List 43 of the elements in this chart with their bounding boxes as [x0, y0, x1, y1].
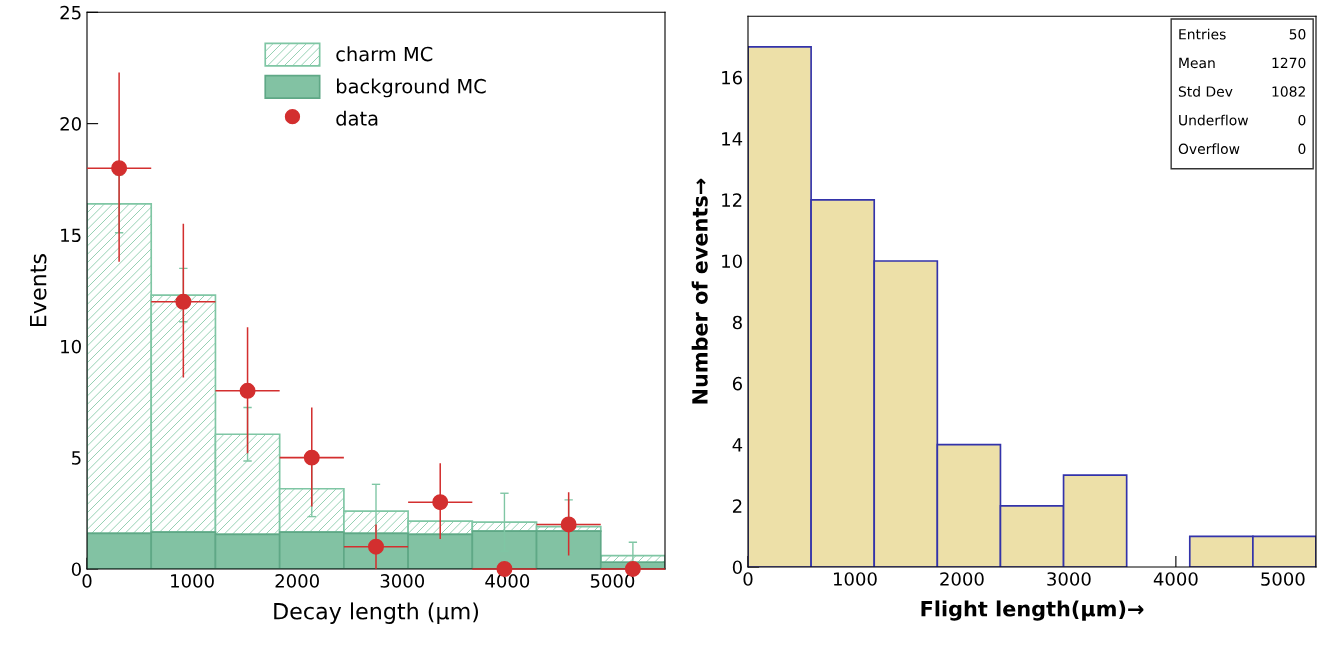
y-tick-label: 10	[722, 254, 742, 269]
x-tick-label: 3000	[380, 574, 425, 588]
x-tick-label: 0	[82, 574, 92, 588]
annotation: 0	[1298, 114, 1306, 126]
x-axis-title: Flight length(μm)→	[921, 600, 1144, 621]
y-tick-label: 20	[60, 117, 81, 131]
legend-label: charm MC	[336, 46, 433, 62]
y-tick-label: 5	[72, 451, 81, 465]
x-tick-label: 5000	[1261, 572, 1305, 586]
y-tick-label: 0	[732, 560, 742, 575]
y-tick-label: 15	[61, 228, 81, 243]
annotation: 1082	[1272, 86, 1305, 97]
x-tick-label: 5000	[590, 574, 635, 588]
y-tick-label: 8	[732, 315, 742, 330]
x-tick-label: 4000	[1153, 572, 1198, 586]
annotation: 1270	[1272, 57, 1306, 69]
legend-label: background MC	[337, 78, 486, 98]
x-tick-label: 1000	[171, 574, 214, 588]
y-tick-label: 10	[61, 339, 81, 354]
annotation: Mean	[1179, 57, 1215, 69]
annotation: 0	[1298, 143, 1306, 155]
y-axis-title: Events	[30, 254, 47, 327]
annotation: 50	[1289, 29, 1306, 40]
x-tick-label: 0	[743, 572, 753, 586]
x-tick-label: 2000	[940, 572, 984, 586]
x-tick-label: 4000	[485, 574, 530, 588]
y-axis-title: Number of events→	[691, 178, 708, 404]
annotation: Std Dev	[1178, 86, 1233, 97]
y-tick-label: 4	[732, 438, 743, 452]
legend-label: data	[336, 110, 378, 126]
x-tick-label: 2000	[275, 574, 319, 588]
annotation: Underflow	[1179, 114, 1249, 126]
y-tick-label: 6	[732, 376, 742, 391]
annotation: Overflow	[1178, 143, 1240, 155]
x-tick-label: 1000	[833, 572, 877, 586]
y-tick-label: 14	[722, 132, 743, 146]
y-tick-label: 2	[732, 499, 742, 513]
y-tick-label: 12	[722, 193, 742, 207]
y-tick-label: 25	[60, 5, 81, 20]
annotation: Entries	[1179, 28, 1226, 40]
y-tick-label: 16	[722, 70, 742, 85]
x-tick-label: 3000	[1047, 572, 1091, 586]
x-axis-title: Decay length (μm)	[274, 602, 479, 624]
